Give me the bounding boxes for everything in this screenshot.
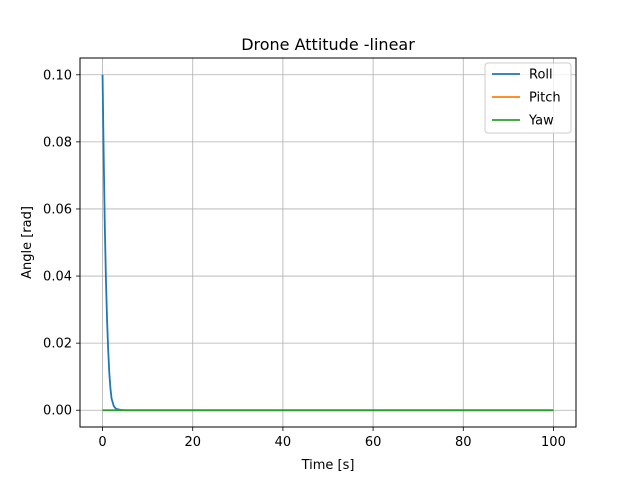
legend-box	[484, 62, 572, 134]
y-tick-label: 0.00	[43, 404, 72, 419]
legend-label-roll: Roll	[529, 68, 553, 83]
x-tick-label: 0	[98, 435, 106, 450]
y-tick-label: 0.04	[43, 270, 72, 285]
plot-frame	[79, 57, 577, 428]
grid-lines	[80, 58, 576, 427]
x-tick-label: 40	[275, 435, 292, 450]
x-tick-label: 20	[184, 435, 201, 450]
x-tick-label: 80	[455, 435, 472, 450]
x-tick-label: 60	[365, 435, 382, 450]
y-axis-label: Angle [rad]	[20, 206, 35, 279]
y-tick-label: 0.06	[43, 202, 72, 217]
x-tick-label: 100	[541, 435, 566, 450]
legend-label-yaw: Yaw	[528, 114, 554, 129]
y-tick-label: 0.08	[43, 135, 72, 150]
x-axis-label: Time [s]	[301, 458, 355, 473]
axis-ticks: 0 20 40 60 80 100 0.00 0.02 0.04 0.06 0.08 0.10	[43, 68, 566, 450]
y-tick-label: 0.02	[43, 337, 72, 352]
legend: Roll Pitch Yaw	[484, 62, 572, 134]
series-lines	[101, 74, 554, 412]
chart-title: Drone Attitude -linear	[241, 35, 415, 54]
y-tick-label: 0.10	[43, 68, 72, 83]
legend-label-pitch: Pitch	[529, 91, 561, 106]
